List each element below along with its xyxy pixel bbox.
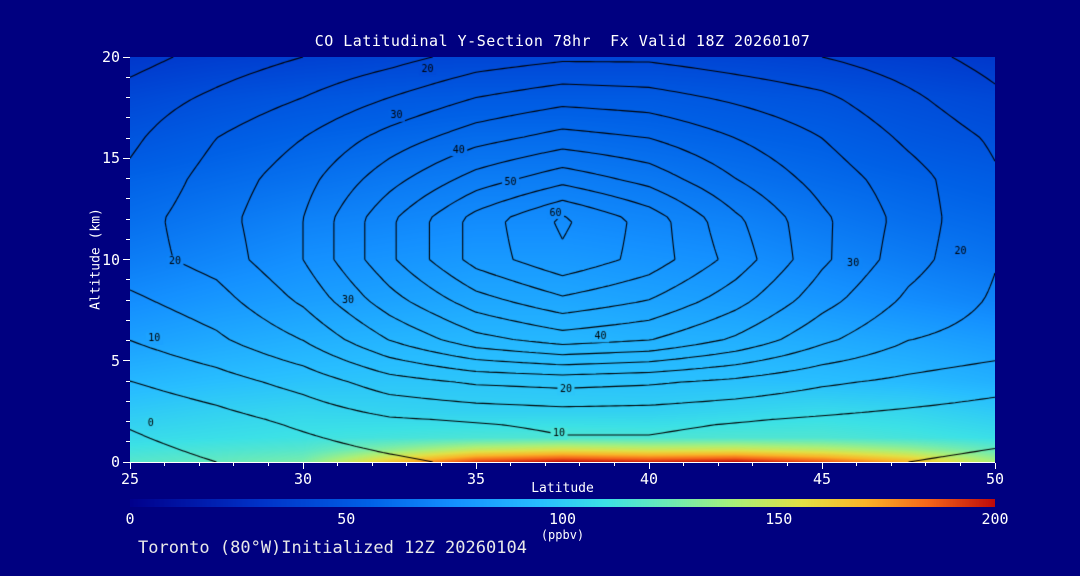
y-tick-label: 15	[101, 149, 120, 168]
x-minor-tick	[440, 463, 442, 466]
x-minor-tick	[406, 463, 408, 466]
y-major-tick	[123, 56, 130, 58]
x-major-tick	[475, 463, 477, 469]
x-minor-tick	[752, 463, 754, 466]
x-axis-title: Latitude	[531, 481, 594, 496]
colorbar-tick-label: 0	[125, 510, 135, 528]
x-minor-tick	[510, 463, 512, 466]
x-minor-tick	[164, 463, 166, 466]
x-major-tick	[821, 463, 823, 469]
x-minor-tick	[267, 463, 269, 466]
x-major-tick	[648, 463, 650, 469]
colorbar-tick-label: 50	[337, 510, 356, 528]
y-tick-label: 5	[110, 351, 120, 370]
colorbar-units-label: (ppbv)	[540, 528, 585, 542]
y-tick-label: 0	[110, 453, 120, 471]
colorbar-tick-label: 200	[981, 510, 1009, 528]
x-minor-tick	[925, 463, 927, 466]
x-minor-tick	[371, 463, 373, 466]
y-major-tick	[123, 461, 130, 463]
x-minor-tick	[856, 463, 858, 466]
y-tick-label: 20	[101, 48, 120, 66]
contour-plot-canvas	[130, 57, 995, 462]
y-axis-title: Altitude (km)	[88, 208, 104, 310]
x-major-tick	[129, 463, 131, 469]
colorbar-tick-label: 150	[765, 510, 793, 528]
x-minor-tick	[337, 463, 339, 466]
x-minor-tick	[613, 463, 615, 466]
x-minor-tick	[959, 463, 961, 466]
y-major-tick	[123, 259, 130, 260]
x-minor-tick	[233, 463, 235, 466]
x-minor-tick	[717, 463, 719, 466]
colorbar-tick-label: 100	[548, 510, 577, 528]
colorbar	[130, 499, 995, 507]
x-major-tick	[302, 463, 304, 469]
x-minor-tick	[786, 463, 788, 466]
x-major-tick	[994, 463, 996, 469]
x-minor-tick	[198, 463, 200, 466]
chart-title: CO Latitudinal Y-Section 78hr Fx Valid 1…	[314, 32, 811, 50]
x-minor-tick	[683, 463, 685, 466]
x-minor-tick	[890, 463, 892, 466]
init-info-text: Toronto (80°W)Initialized 12Z 20260104	[138, 538, 527, 558]
x-minor-tick	[579, 463, 581, 466]
y-major-tick	[123, 360, 130, 362]
x-axis-line	[130, 462, 995, 463]
y-major-tick	[123, 157, 130, 159]
x-minor-tick	[544, 463, 546, 466]
